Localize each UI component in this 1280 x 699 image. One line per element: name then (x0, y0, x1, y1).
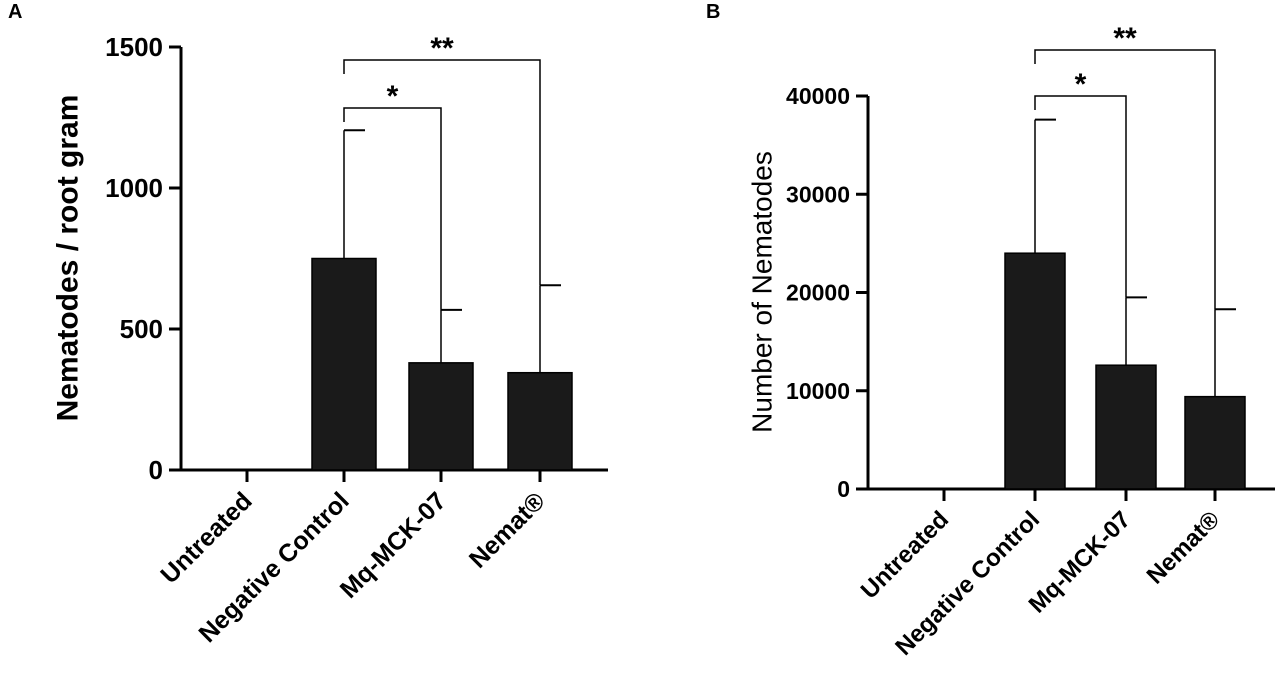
significance-label: ** (430, 32, 454, 65)
y-tick-label: 10000 (786, 378, 850, 404)
y-tick-label: 40000 (786, 83, 850, 109)
y-tick-label: 1000 (105, 173, 163, 203)
panel-b: B 0 10000 20000 30000 40000 Number of Nematode… (706, 1, 1275, 661)
y-tick-label: 30000 (786, 181, 850, 207)
significance-bracket (343, 107, 442, 310)
bar (311, 257, 377, 471)
bar (408, 362, 474, 471)
panel-a: A 0 500 1000 1500 Nematodes / root gram Untrea… (8, 1, 608, 648)
y-tick-label: 500 (120, 314, 163, 344)
y-axis-title: Number of Nematodes (747, 151, 778, 433)
y-tick-label: 0 (837, 476, 850, 502)
panel-letter: A (8, 1, 22, 23)
bar (1184, 395, 1246, 490)
bar (1095, 364, 1157, 490)
significance-bracket (1034, 95, 1127, 298)
significance-bracket (1034, 49, 1216, 310)
significance-label: * (387, 80, 399, 113)
bar (507, 371, 573, 471)
x-category-label: Untreated (155, 487, 257, 589)
x-category-label: Untreated (856, 506, 954, 604)
y-axis-title: Nematodes / root gram (52, 95, 85, 422)
y-tick-label: 20000 (786, 280, 850, 306)
panel-letter: B (706, 1, 720, 23)
significance-label: * (1075, 68, 1087, 101)
x-category-label: Nemat® (1142, 506, 1226, 590)
significance-bracket (343, 59, 541, 286)
y-tick-label: 0 (149, 455, 163, 485)
x-category-label: Nemat® (464, 486, 551, 573)
bar (1004, 252, 1066, 490)
y-tick-label: 1500 (105, 32, 163, 62)
significance-label: ** (1113, 22, 1137, 55)
